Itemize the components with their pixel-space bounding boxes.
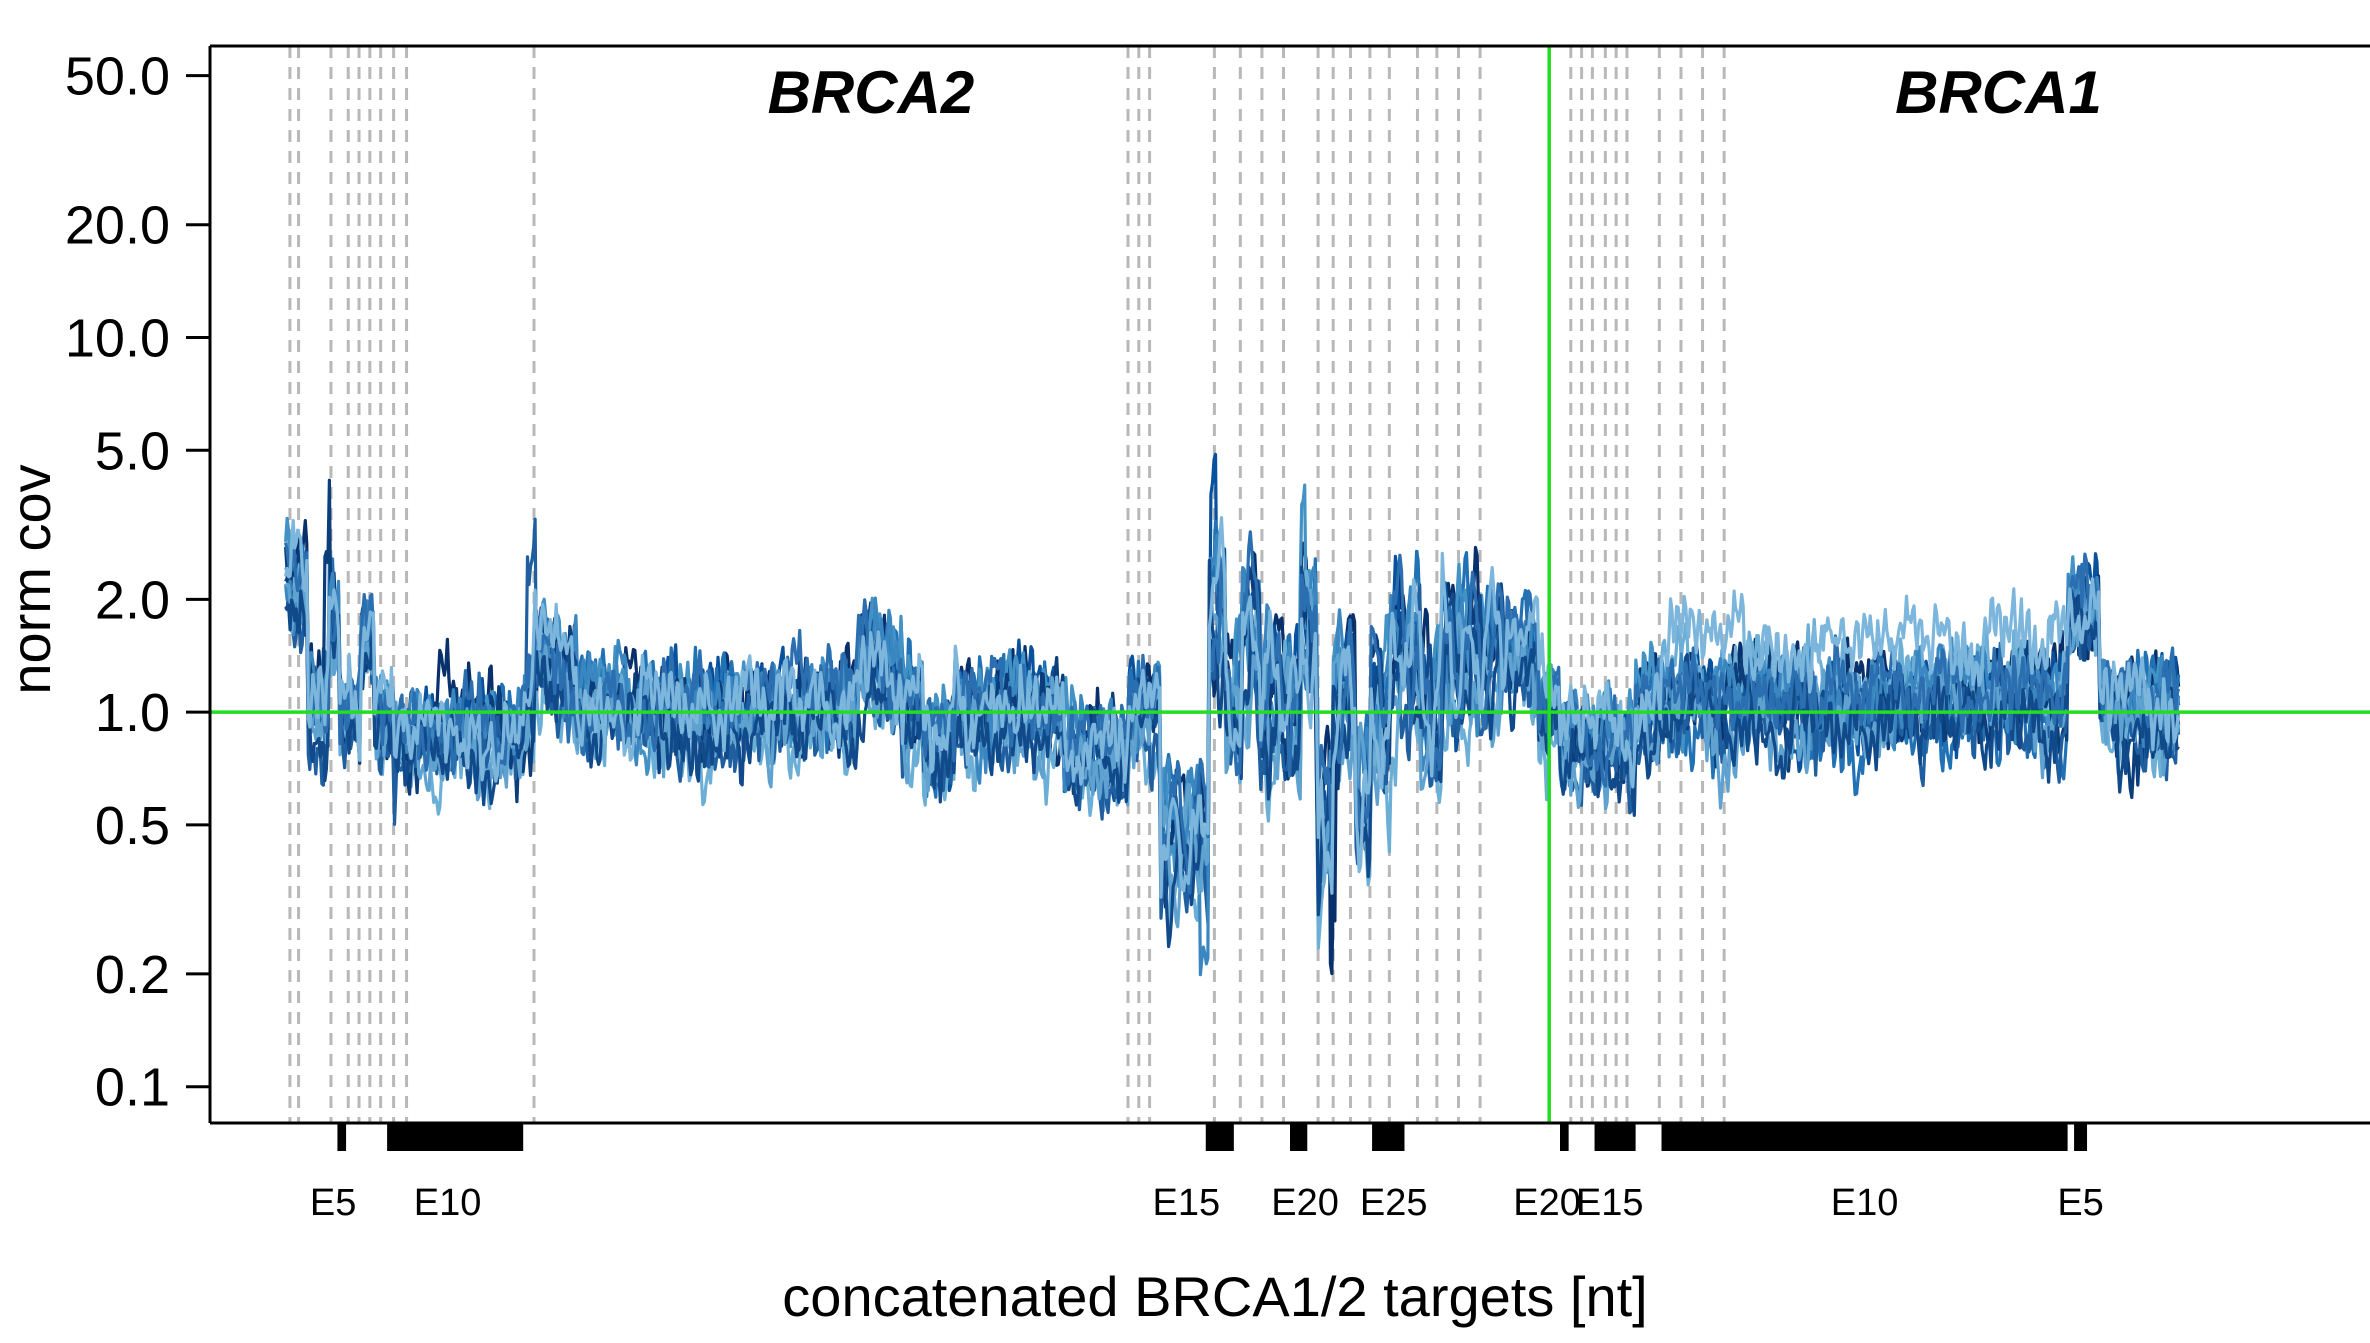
y-tick-label: 50.0 — [65, 47, 170, 107]
gene-label-brca1: BRCA1 — [1895, 59, 2102, 126]
exon-label: E5 — [310, 1182, 356, 1224]
exon-block — [2074, 1123, 2088, 1151]
exon-label: E15 — [1576, 1182, 1644, 1224]
exon-block — [1205, 1123, 1234, 1151]
exon-label: E15 — [1153, 1182, 1221, 1224]
exon-block — [1661, 1123, 2068, 1151]
x-axis-title: concatenated BRCA1/2 targets [nt] — [782, 1265, 1647, 1328]
y-tick-label: 10.0 — [65, 308, 170, 368]
coverage-series-group — [284, 452, 2181, 977]
y-tick-label: 0.2 — [95, 945, 170, 1005]
exon-block — [1560, 1123, 1569, 1151]
exon-label: E20 — [1271, 1182, 1339, 1224]
exon-label: E25 — [1360, 1182, 1428, 1224]
y-tick-label: 2.0 — [95, 570, 170, 630]
gene-labels: BRCA2 BRCA1 — [768, 59, 2102, 126]
exon-block — [1290, 1123, 1308, 1151]
exon-block — [1372, 1123, 1405, 1151]
exon-label: E5 — [2057, 1182, 2103, 1224]
gene-label-brca2: BRCA2 — [768, 59, 975, 126]
exon-label: E10 — [414, 1182, 482, 1224]
y-axis-title: norm cov — [0, 464, 62, 694]
y-tick-label: 1.0 — [95, 683, 170, 743]
y-tick-label: 0.5 — [95, 796, 170, 856]
exon-block — [387, 1123, 524, 1151]
exon-blocks — [337, 1123, 2088, 1151]
exon-block — [337, 1123, 347, 1151]
y-tick-label: 5.0 — [95, 421, 170, 481]
exon-block — [1594, 1123, 1636, 1151]
exon-boundary-lines — [288, 46, 1726, 1123]
y-tick-label: 20.0 — [65, 196, 170, 256]
y-tick-label: 0.1 — [95, 1058, 170, 1118]
exon-label: E10 — [1831, 1182, 1899, 1224]
y-axis-ticks: 0.1 0.2 0.5 1.0 2.0 5.0 10.0 20.0 50.0 — [65, 47, 210, 1118]
exon-label: E20 — [1513, 1182, 1581, 1224]
coverage-series-line — [284, 516, 2181, 899]
